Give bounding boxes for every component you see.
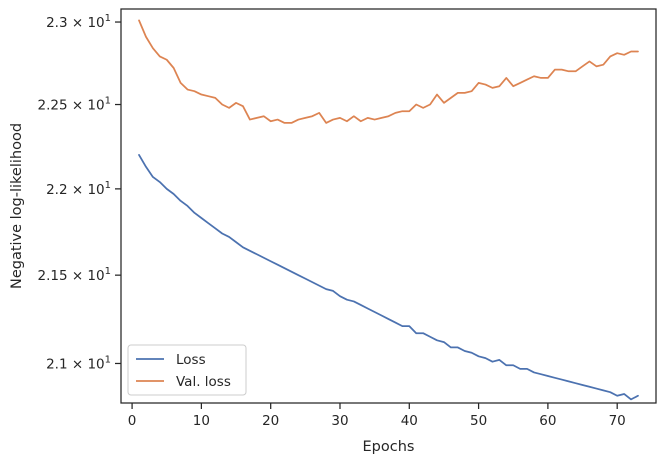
x-tick-label: 50 — [470, 413, 487, 429]
x-tick-label: 60 — [539, 413, 556, 429]
series-line-val-loss — [138, 19, 639, 124]
y-tick-label: 2.25 × 101 — [37, 96, 111, 114]
x-tick-label: 30 — [331, 413, 348, 429]
y-axis-title: Negative log-likelihood — [9, 123, 25, 289]
plot-series — [138, 19, 639, 401]
plot-frame — [120, 8, 657, 404]
y-tick-label: 2.2 × 101 — [46, 180, 111, 198]
x-axis-title: Epochs — [363, 439, 415, 455]
legend-frame — [127, 344, 247, 396]
x-axis-ticks: 0 10 20 30 40 50 60 70 — [128, 403, 626, 429]
y-axis-ticks: 2.1 × 101 2.15 × 101 2.2 × 101 2.25 × 101 2.… — [37, 13, 121, 372]
x-tick-label: 40 — [401, 413, 418, 429]
y-tick-label: 2.3 × 101 — [46, 13, 111, 31]
x-tick-label: 20 — [262, 413, 279, 429]
x-tick-label: 10 — [193, 413, 210, 429]
legend: Loss Val. loss — [127, 344, 247, 396]
legend-label-val-loss: Val. loss — [176, 374, 231, 390]
legend-label-loss: Loss — [176, 352, 206, 368]
y-tick-label: 2.1 × 101 — [46, 354, 111, 372]
series-line-loss — [138, 154, 639, 401]
x-tick-label: 0 — [128, 413, 137, 429]
y-tick-label: 2.15 × 101 — [37, 266, 111, 284]
x-tick-label: 70 — [609, 413, 626, 429]
